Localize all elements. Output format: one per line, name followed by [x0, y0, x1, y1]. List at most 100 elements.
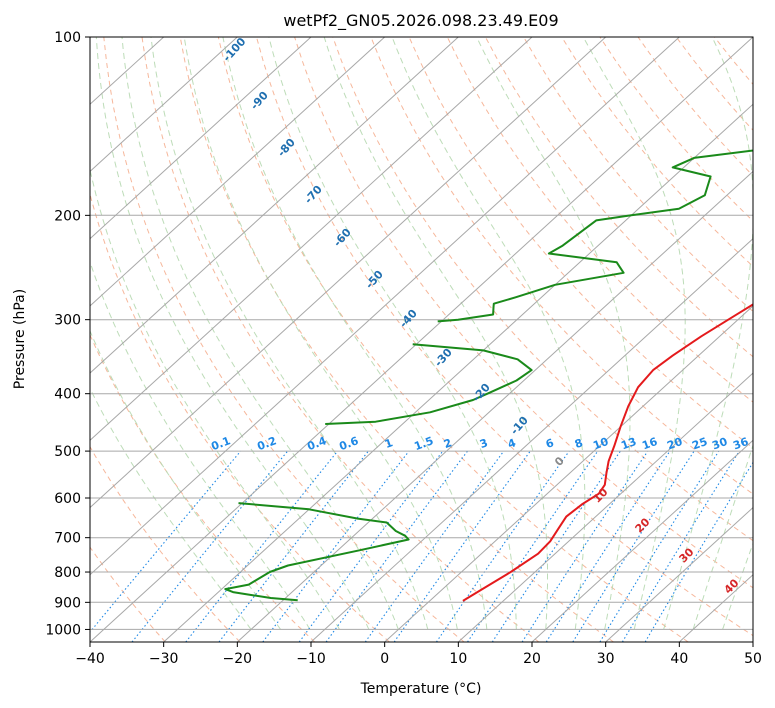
mixing-ratio-line	[467, 450, 599, 642]
y-tick-label: 400	[54, 387, 81, 403]
dry-adiabat-line	[90, 546, 166, 642]
mixing-ratio-line	[545, 450, 671, 642]
mixing-ratio-line	[521, 450, 649, 642]
moist-adiabat-line	[95, 37, 370, 630]
isotherm-line	[90, 37, 533, 442]
isotherm-line	[90, 37, 607, 509]
moist-adiabat-line	[663, 37, 753, 630]
dry-adiabat-line	[446, 37, 753, 403]
profile-lines	[224, 149, 753, 602]
mixing-ratio-line	[90, 450, 242, 633]
y-tick-label: 800	[54, 565, 81, 581]
isotherm-line	[90, 37, 753, 642]
plot-frame	[89, 36, 754, 643]
mixing-ratio-label: 13	[619, 435, 638, 452]
dry-adiabat-line	[370, 37, 753, 495]
moist-adiabat-line	[121, 37, 399, 630]
isotherm-line	[605, 506, 753, 642]
profile-line	[325, 343, 533, 425]
plot-area: -100-90-80-70-60-50-40-30-20-100.1 0.2 0.4…	[90, 37, 753, 642]
x-tick-label: 40	[670, 651, 688, 667]
isotherm-line	[384, 305, 753, 642]
x-tick-label: −30	[149, 651, 179, 667]
mixing-ratio-label: 20	[665, 435, 684, 453]
dry-adiabat-line	[408, 37, 753, 449]
moist-adiabat-line	[722, 542, 753, 630]
mixing-ratio-label: 1	[383, 436, 395, 451]
moist-adiabat-line	[222, 37, 488, 630]
profile-line	[437, 149, 753, 323]
mixing-ratio-line	[364, 450, 505, 642]
moist-adiabat-line	[90, 387, 252, 630]
moist-adiabat-line	[323, 37, 548, 630]
isotherm-line	[163, 103, 753, 642]
mixing-ratio-line	[262, 450, 410, 642]
moist-adiabat-line	[268, 37, 517, 630]
mixing-ratio-line	[435, 450, 570, 642]
x-tick-label: −20	[223, 651, 253, 667]
profile-line	[224, 502, 410, 602]
isotherm-line	[310, 237, 753, 642]
mixing-ratio-line	[325, 450, 468, 642]
mixing-ratio-line	[298, 450, 444, 642]
x-tick-label: 20	[523, 651, 541, 667]
background-lines	[90, 37, 753, 642]
isotherm-line	[90, 37, 312, 240]
mixing-ratio-label: 8	[573, 436, 585, 451]
moist-adiabat-line	[692, 443, 753, 630]
isotherm-line	[90, 37, 386, 307]
profile-line	[462, 303, 753, 602]
mixing-ratio-line	[572, 450, 695, 642]
mixing-ratio-label: 4	[506, 436, 518, 451]
dry-adiabat-line	[217, 37, 689, 642]
moist-adiabat-line	[183, 37, 458, 630]
dry-adiabat-line	[141, 37, 540, 642]
moist-adiabat-line	[150, 37, 429, 630]
x-tick-label: 10	[449, 651, 467, 667]
mixing-ratio-label: 1.5	[412, 434, 435, 453]
mixing-ratio-label: 10	[591, 435, 610, 453]
x-tick-label: 0	[380, 651, 389, 667]
isotherm-line	[90, 37, 680, 576]
moist-adiabat-line	[476, 37, 631, 630]
moist-adiabat-line	[582, 37, 686, 630]
y-tick-label: 500	[54, 444, 81, 460]
mixing-ratio-label: 6	[544, 436, 556, 451]
x-tick-label: 30	[597, 651, 615, 667]
isotherm-line	[236, 170, 753, 642]
isotherm-line	[457, 372, 753, 642]
mixing-ratio-label: 3	[478, 436, 490, 451]
dry-adiabat-line	[90, 445, 241, 642]
mixing-ratio-label: 30	[710, 435, 729, 453]
mixing-ratio-label: 0.1	[209, 434, 232, 453]
isotherm-line	[90, 37, 238, 173]
mixing-ratio-label: 2	[442, 436, 454, 451]
mixing-ratio-label: 0.2	[255, 434, 278, 453]
mixing-ratio-label: 0.4	[305, 434, 328, 453]
moist-adiabat-line	[90, 329, 282, 630]
mixing-ratio-line	[131, 450, 289, 642]
mixing-ratio-label: 36	[731, 435, 750, 453]
mixing-ratio-label: 16	[640, 435, 659, 453]
y-tick-label: 700	[54, 531, 81, 547]
x-axis-ticks: −40 −30 −20 −10 0 10 20 30 40 50	[75, 642, 762, 667]
y-axis-ticks: 100 200 300 400 500 600 700 800 900 1000	[45, 30, 90, 638]
y-axis-label: Pressure (hPa)	[12, 289, 28, 389]
mixing-ratio-line	[185, 450, 339, 642]
mixing-ratio-line	[621, 450, 740, 642]
x-tick-label: 50	[744, 651, 762, 667]
moist-adiabat-line	[90, 260, 311, 630]
dry-adiabat-line	[256, 37, 753, 637]
x-tick-label: −40	[75, 651, 105, 667]
y-tick-label: 900	[54, 595, 81, 611]
isotherm-line	[90, 37, 459, 374]
mixing-ratio-label: 25	[690, 435, 709, 452]
mixing-ratio-label: 0.6	[337, 434, 360, 453]
isotherm-line	[531, 439, 753, 642]
x-tick-label: −10	[296, 651, 326, 667]
chart-title: wetPf2_GN05.2026.098.23.49.E09	[283, 11, 558, 31]
y-tick-label: 200	[54, 208, 81, 224]
y-tick-label: 1000	[45, 622, 81, 638]
y-tick-label: 600	[54, 491, 81, 507]
